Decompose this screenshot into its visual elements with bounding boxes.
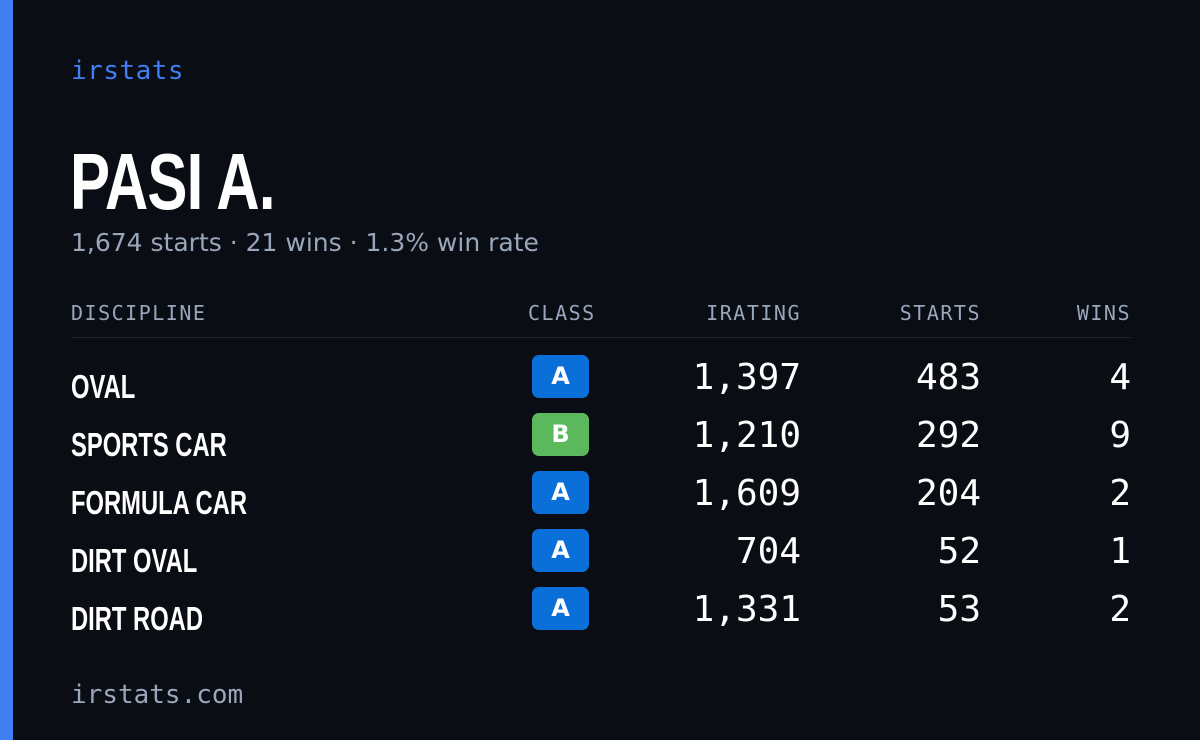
column-header-starts: STARTS <box>899 301 981 325</box>
discipline-name: OVAL <box>71 368 136 405</box>
class-badge: A <box>532 529 589 572</box>
discipline-name: FORMULA CAR <box>71 484 247 521</box>
table-row: FORMULA CAR A 1,609 204 2 <box>71 460 1131 521</box>
starts-value: 52 <box>937 531 981 572</box>
wins-value: 2 <box>1109 589 1131 630</box>
brand-logo-text: irstats <box>71 56 185 86</box>
starts-value: 483 <box>915 357 981 398</box>
accent-bar <box>0 0 13 740</box>
starts-value: 292 <box>915 415 981 456</box>
discipline-name: SPORTS CAR <box>71 426 227 463</box>
column-header-class: CLASS <box>528 301 596 325</box>
irating-value: 1,609 <box>692 473 801 514</box>
wins-value: 9 <box>1109 415 1131 456</box>
wins-value: 4 <box>1109 357 1131 398</box>
class-badge: B <box>532 413 589 456</box>
discipline-name: DIRT OVAL <box>71 542 198 579</box>
irating-value: 1,331 <box>692 589 801 630</box>
discipline-name: DIRT ROAD <box>71 600 203 637</box>
column-header-wins: WINS <box>1076 301 1131 325</box>
class-badge: A <box>532 587 589 630</box>
irating-value: 704 <box>735 531 801 572</box>
column-header-irating: IRATING <box>706 301 801 325</box>
starts-value: 204 <box>915 473 981 514</box>
footer-url: irstats.com <box>71 680 244 710</box>
driver-name: PASI A. <box>70 137 276 226</box>
table-row: SPORTS CAR B 1,210 292 9 <box>71 402 1131 463</box>
table-row: OVAL A 1,397 483 4 <box>71 344 1131 405</box>
column-header-discipline: DISCIPLINE <box>71 301 207 325</box>
table-header-row: DISCIPLINE CLASS IRATING STARTS WINS <box>71 290 1131 338</box>
stats-table: DISCIPLINE CLASS IRATING STARTS WINS OVA… <box>71 290 1131 637</box>
irating-value: 1,397 <box>692 357 801 398</box>
wins-value: 2 <box>1109 473 1131 514</box>
table-body: OVAL A 1,397 483 4 SPORTS CAR B 1,210 29… <box>71 344 1131 637</box>
class-badge: A <box>532 471 589 514</box>
class-badge: A <box>532 355 589 398</box>
irating-value: 1,210 <box>692 415 801 456</box>
starts-value: 53 <box>937 589 981 630</box>
table-row: DIRT ROAD A 1,331 53 2 <box>71 576 1131 637</box>
wins-value: 1 <box>1109 531 1131 572</box>
table-row: DIRT OVAL A 704 52 1 <box>71 518 1131 579</box>
driver-summary: 1,674 starts · 21 wins · 1.3% win rate <box>71 228 539 257</box>
